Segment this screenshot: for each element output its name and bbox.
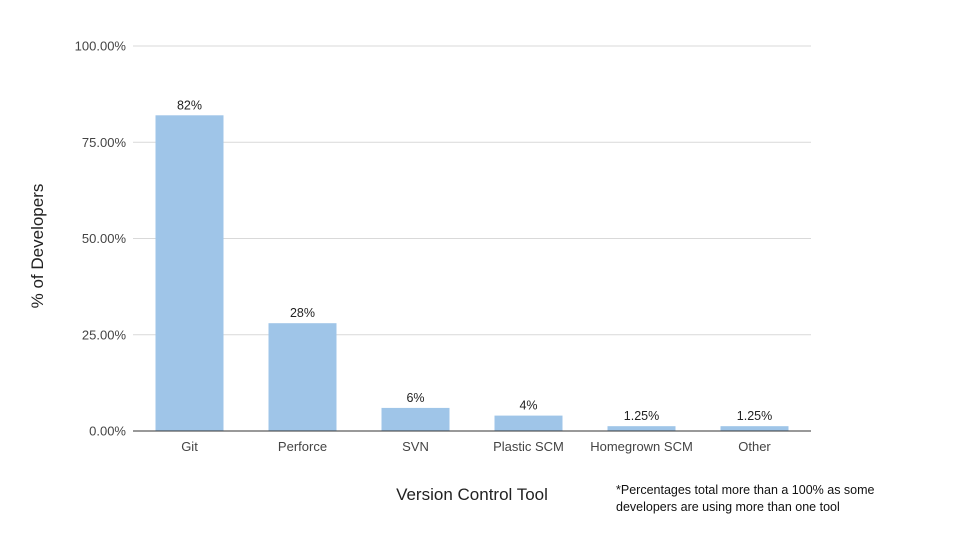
y-tick-labels: 0.00% 25.00% 50.00% 75.00% 100.00% <box>75 39 127 439</box>
bar-svn <box>381 407 450 431</box>
bar-homegrown-scm <box>607 426 676 431</box>
data-label: 1.25% <box>737 409 772 423</box>
x-tick-label: Other <box>738 439 771 454</box>
bar-git <box>155 115 224 432</box>
y-tick-label: 50.00% <box>82 231 127 246</box>
data-label: 1.25% <box>624 409 659 423</box>
y-tick-label: 100.00% <box>75 39 127 54</box>
y-tick-label: 25.00% <box>82 327 127 342</box>
data-label: 6% <box>406 391 424 405</box>
x-tick-label: Git <box>181 439 198 454</box>
y-axis-title: % of Developers <box>28 184 47 309</box>
bars <box>155 115 789 432</box>
x-tick-label: Homegrown SCM <box>590 439 693 454</box>
x-axis-title: Version Control Tool <box>396 485 548 504</box>
data-label: 82% <box>177 98 202 112</box>
bar-plastic-scm <box>494 415 563 431</box>
x-tick-label: SVN <box>402 439 429 454</box>
x-tick-label: Plastic SCM <box>493 439 564 454</box>
bar-other <box>720 426 789 431</box>
x-tick-labels: Git Perforce SVN Plastic SCM Homegrown SCM Ot… <box>181 439 771 454</box>
footnote: *Percentages total more than a 100% as s… <box>616 483 875 514</box>
data-labels: 82% 28% 6% 4% 1.25% 1.25% <box>177 98 772 423</box>
data-label: 28% <box>290 306 315 320</box>
x-tick-label: Perforce <box>278 439 327 454</box>
y-tick-label: 0.00% <box>89 424 126 439</box>
gridlines <box>133 45 811 336</box>
bar-perforce <box>268 323 337 431</box>
y-tick-label: 75.00% <box>82 135 127 150</box>
data-label: 4% <box>519 399 537 413</box>
